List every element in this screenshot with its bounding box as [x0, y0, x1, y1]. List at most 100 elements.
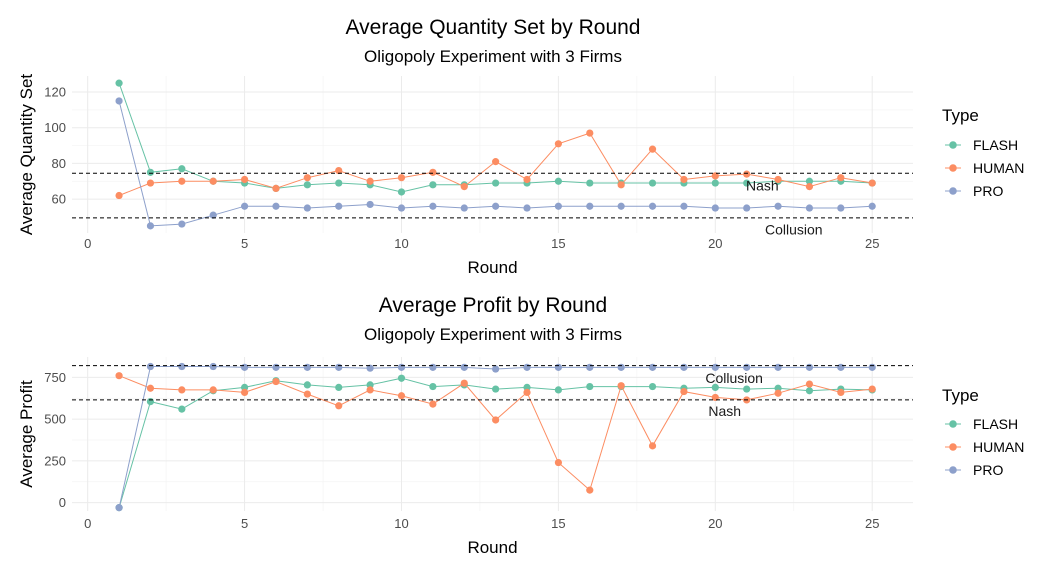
reference-label-nash: Nash [708, 403, 741, 419]
data-point-pro [586, 202, 594, 210]
data-point-pro [648, 202, 657, 210]
data-point-pro [805, 363, 814, 371]
data-point-pro [492, 365, 500, 373]
data-point-pro [774, 363, 782, 371]
legend-label: PRO [973, 462, 1003, 478]
data-point-pro [868, 202, 876, 210]
data-point-pro [146, 222, 155, 230]
data-point-flash [429, 181, 437, 189]
legend: Type FLASH HUMAN PRO [942, 106, 1024, 199]
data-point-pro [115, 97, 123, 105]
y-tick-label: 120 [44, 85, 66, 100]
x-tick-label: 25 [865, 516, 879, 531]
data-point-flash [743, 385, 751, 393]
data-point-flash [492, 385, 500, 393]
legend-key-point [949, 466, 957, 474]
data-point-flash [554, 177, 562, 185]
data-point-pro [460, 363, 468, 371]
data-point-pro [460, 204, 468, 212]
y-tick-label: 0 [59, 495, 66, 510]
data-point-human [178, 386, 186, 394]
data-point-flash [586, 382, 594, 391]
data-point-human [366, 177, 374, 185]
data-point-human [774, 389, 782, 397]
data-point-flash [397, 374, 406, 382]
y-tick-label: 250 [44, 453, 66, 468]
data-point-pro [146, 362, 155, 371]
data-point-flash [146, 168, 155, 176]
data-point-human [240, 388, 249, 397]
x-tick-label: 15 [551, 236, 565, 251]
data-point-pro [554, 363, 562, 371]
data-point-pro [115, 504, 123, 512]
data-point-human [554, 458, 562, 467]
data-point-flash [240, 383, 249, 391]
data-point-flash [711, 383, 719, 391]
data-point-pro [805, 204, 814, 212]
data-point-flash [429, 382, 437, 391]
data-point-human [209, 386, 217, 394]
data-point-pro [429, 363, 437, 371]
y-tick-label: 100 [44, 120, 66, 135]
data-point-human [178, 177, 186, 185]
grid-lines [72, 357, 913, 511]
data-point-pro [240, 202, 249, 210]
x-tick-label: 5 [241, 236, 248, 251]
reference-label-nash: Nash [746, 178, 779, 194]
data-point-flash [648, 179, 657, 187]
data-point-human [460, 379, 468, 387]
data-point-flash [366, 381, 374, 389]
series-flash [115, 374, 876, 512]
data-point-pro [554, 202, 562, 210]
legend-label: FLASH [973, 137, 1018, 153]
x-tick-label: 0 [84, 236, 91, 251]
x-axis-title: Round [467, 538, 517, 557]
data-point-pro [523, 204, 531, 212]
data-point-human [303, 390, 311, 398]
data-point-pro [523, 363, 531, 371]
data-point-pro [366, 200, 374, 209]
legend-key-point [949, 164, 957, 172]
data-point-flash [492, 179, 500, 187]
data-point-pro [272, 363, 280, 371]
data-point-human [554, 140, 562, 148]
data-point-human [648, 145, 657, 153]
legend-label: PRO [973, 183, 1003, 199]
data-point-pro [648, 363, 657, 371]
data-point-flash [774, 384, 782, 392]
data-point-human [429, 400, 437, 408]
data-point-flash [178, 405, 186, 413]
data-point-flash [303, 381, 311, 389]
data-point-pro [837, 204, 845, 212]
series-human [115, 129, 876, 200]
x-tick-label: 0 [84, 516, 91, 531]
data-point-human [272, 377, 280, 386]
chart-title: Average Quantity Set by Round [346, 16, 641, 39]
data-point-human [209, 177, 217, 185]
data-point-flash [523, 383, 531, 391]
y-axis-title: Average Quantity Set [17, 74, 36, 236]
data-point-pro [617, 202, 625, 210]
series-line-flash [118, 82, 873, 193]
data-point-human [335, 166, 343, 175]
data-point-pro [586, 363, 594, 371]
data-point-pro [617, 363, 625, 371]
legend-key-point [949, 420, 957, 428]
data-point-flash [303, 181, 311, 189]
grid-lines [72, 76, 913, 233]
data-point-human [272, 184, 280, 192]
data-point-human [680, 387, 688, 396]
legend-key-point [949, 141, 957, 149]
y-axis-title: Average Profit [17, 380, 36, 488]
y-tick-label: 60 [52, 192, 66, 207]
data-point-human [523, 175, 531, 184]
data-point-pro [240, 363, 249, 371]
data-point-flash [335, 179, 343, 187]
data-point-human [648, 442, 657, 450]
chart-subtitle: Oligopoly Experiment with 3 Firms [364, 325, 622, 344]
x-tick-label: 20 [708, 236, 722, 251]
data-point-pro [335, 363, 343, 371]
legend-title: Type [942, 106, 979, 125]
reference-label-collusion: Collusion [765, 221, 823, 237]
